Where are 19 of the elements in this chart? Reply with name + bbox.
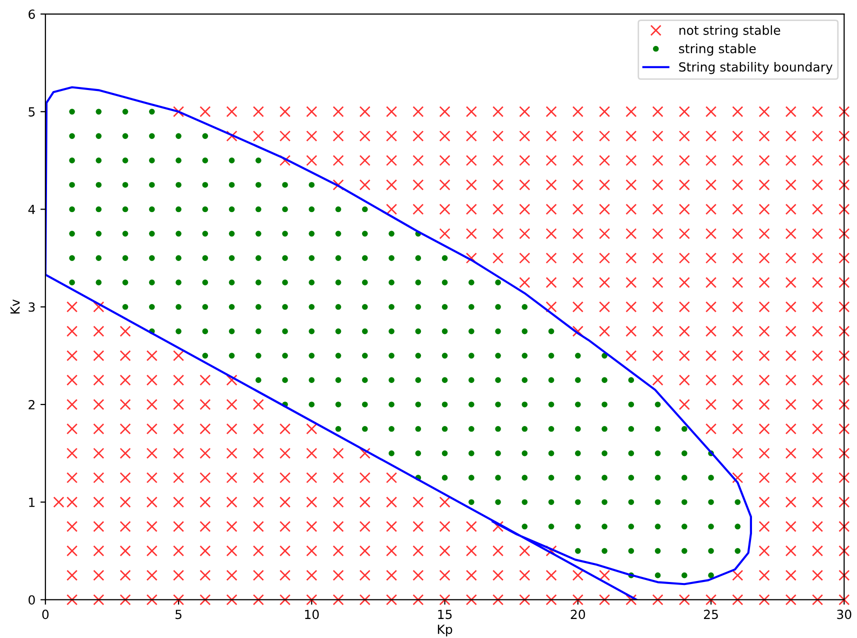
x-tick-label: 5 xyxy=(176,610,182,620)
y-axis-title: Kv xyxy=(10,299,20,314)
legend-label: string stable xyxy=(679,44,756,56)
x-tick-label: 15 xyxy=(438,610,452,620)
x-tick-label: 10 xyxy=(305,610,319,620)
y-tick-label: 5 xyxy=(28,107,35,117)
x-tick-label: 20 xyxy=(570,610,586,620)
x-tick-label: 25 xyxy=(704,610,718,620)
x-tick-label: 30 xyxy=(837,610,852,620)
y-tick-label: 6 xyxy=(28,10,35,19)
legend-label: not string stable xyxy=(679,25,780,38)
y-tick-label: 3 xyxy=(28,302,35,312)
y-tick-label: 0 xyxy=(28,595,35,605)
legend-label: String stability boundary xyxy=(679,62,833,74)
y-tick-label: 2 xyxy=(28,400,34,410)
y-tick-label: 4 xyxy=(28,204,35,214)
y-tick-label: 1 xyxy=(29,498,35,507)
x-axis-title: Kp xyxy=(438,624,452,636)
x-tick-label: 0 xyxy=(42,610,49,620)
